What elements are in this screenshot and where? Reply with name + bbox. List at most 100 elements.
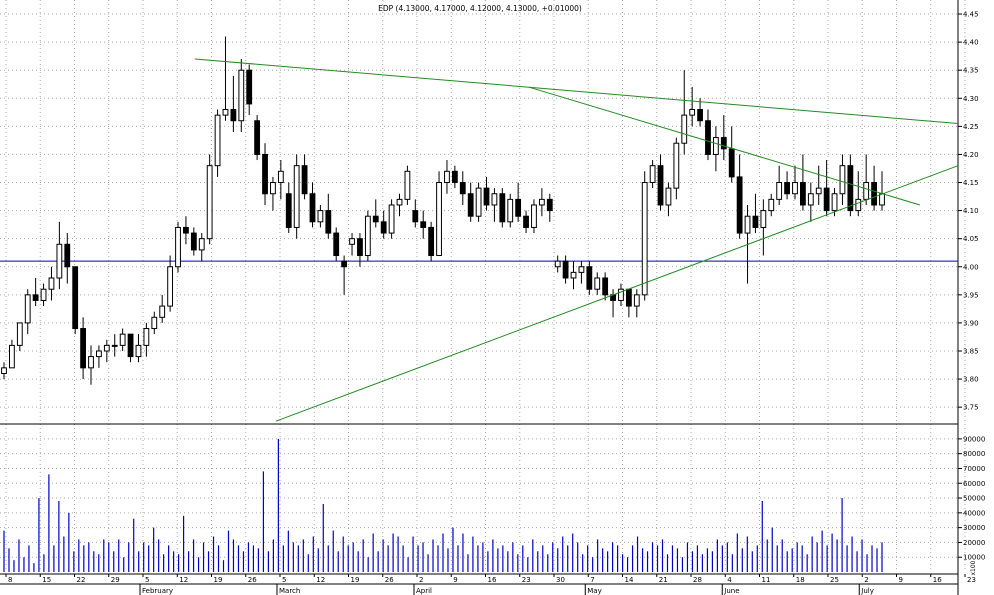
candle-body	[618, 288, 624, 301]
candlestick-series	[1, 36, 885, 385]
candle-body	[420, 221, 427, 228]
candle-body	[744, 215, 751, 234]
grid-lines	[0, 0, 966, 572]
candle-body	[459, 182, 466, 195]
candle	[784, 171, 790, 200]
candle-body	[776, 182, 783, 200]
candle-body	[554, 260, 561, 268]
month-label: April	[416, 587, 432, 595]
candle	[111, 334, 118, 357]
candle-body	[784, 182, 790, 195]
candle-body	[285, 193, 292, 228]
candle-body	[40, 288, 47, 301]
date-tick-label: 19	[351, 576, 360, 584]
candle-body	[515, 198, 522, 217]
candle	[254, 115, 261, 161]
candle	[349, 233, 355, 256]
candle-body	[562, 260, 569, 279]
candle-body	[847, 165, 854, 212]
candle-body	[1, 367, 7, 374]
date-tick-label: 22	[77, 576, 86, 584]
candle-body	[815, 187, 822, 195]
month-label: February	[142, 587, 173, 595]
candle	[681, 70, 688, 155]
candle-body	[586, 266, 593, 290]
candle	[420, 210, 427, 239]
candle	[562, 255, 569, 284]
candle	[333, 227, 340, 262]
candle	[317, 204, 324, 228]
candle-body	[712, 137, 719, 155]
candle	[222, 36, 229, 121]
candle	[641, 171, 648, 301]
candle	[863, 154, 870, 205]
price-tick-label: 4.40	[963, 39, 979, 47]
month-label: July	[860, 587, 874, 595]
candle	[602, 272, 609, 301]
date-tick-label: 11	[762, 576, 771, 584]
candle-body	[270, 182, 276, 195]
month-label: March	[279, 587, 300, 595]
candle-body	[641, 182, 648, 296]
month-label: May	[587, 587, 601, 595]
candle-body	[32, 294, 39, 301]
volume-tick-label: 20000	[963, 539, 985, 547]
candle-body	[380, 221, 387, 234]
candle	[483, 176, 490, 211]
candle-body	[9, 344, 15, 369]
trendline-upper-resistance	[194, 58, 959, 125]
candle	[206, 154, 213, 245]
candle	[1, 362, 7, 380]
candle	[792, 165, 798, 200]
candle	[665, 182, 672, 217]
date-tick-label: 26	[385, 576, 394, 584]
date-tick-label: 19	[214, 576, 223, 584]
date-tick-label: 16	[488, 576, 497, 584]
candle	[720, 115, 727, 161]
price-tick-label: 4.25	[963, 123, 979, 131]
candle-body	[214, 114, 221, 167]
month-label: June	[723, 587, 739, 595]
price-tick-label: 4.00	[963, 263, 979, 271]
candle-body	[657, 165, 664, 206]
candle-body	[752, 215, 759, 228]
candle-body	[499, 193, 506, 223]
candle-body	[760, 210, 767, 228]
candle	[167, 255, 174, 312]
price-tick-label: 4.45	[963, 11, 979, 19]
price-tick-label: 3.75	[963, 404, 979, 412]
candle-body	[689, 109, 696, 116]
candle	[546, 193, 553, 222]
candle-body	[736, 176, 743, 234]
candle-body	[246, 69, 253, 105]
candle-body	[238, 69, 245, 122]
candle	[728, 126, 735, 183]
candle-body	[531, 204, 537, 228]
candle	[159, 294, 166, 323]
candle	[24, 289, 31, 335]
price-tick-label: 4.30	[963, 95, 979, 103]
candle	[190, 227, 197, 256]
candle	[127, 333, 134, 363]
candle	[364, 210, 371, 262]
candle	[80, 317, 86, 380]
candle-body	[633, 294, 640, 307]
candle	[270, 176, 276, 211]
candle	[871, 165, 877, 211]
date-tick-label: 9	[453, 576, 457, 584]
candle	[48, 266, 55, 301]
price-tick-label: 4.10	[963, 207, 979, 215]
candle-body	[831, 193, 838, 212]
candle-body	[570, 271, 577, 279]
candle	[586, 261, 593, 295]
candle-body	[293, 165, 300, 228]
candle	[776, 165, 783, 205]
date-tick-label: 2	[419, 576, 423, 584]
candle-body	[578, 266, 585, 273]
candle	[357, 233, 363, 267]
candle-body	[768, 198, 775, 212]
candle-body	[262, 153, 268, 195]
date-tick-label: 14	[625, 576, 634, 584]
price-tick-label: 3.90	[963, 319, 979, 327]
